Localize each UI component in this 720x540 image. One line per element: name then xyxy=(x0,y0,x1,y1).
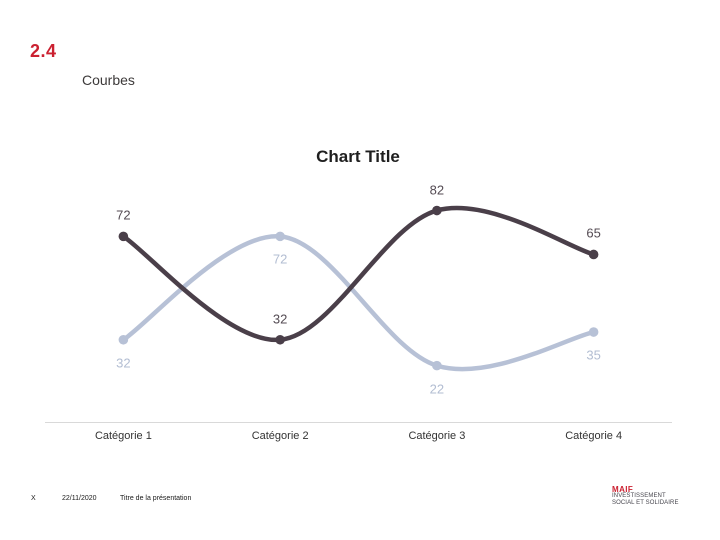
section-number: 2.4 xyxy=(30,41,57,61)
category-label: Catégorie 2 xyxy=(251,430,309,442)
maif-logo: MAIF INVESTISSEMENT SOCIAL ET SOLIDAIRE xyxy=(612,486,679,507)
data-label-dark: 32 xyxy=(272,311,288,327)
data-point-marker-dark xyxy=(588,249,599,260)
data-point-marker-dark xyxy=(118,231,129,242)
data-point-marker-light xyxy=(118,334,129,345)
data-label-light: 32 xyxy=(116,355,131,371)
data-label-light: 35 xyxy=(586,347,601,363)
data-point-marker-dark xyxy=(275,334,285,345)
footer-slide-number: X xyxy=(31,495,36,502)
footer-presentation-title: Titre de la présentation xyxy=(120,495,192,502)
maif-logo-brand: MAIF xyxy=(612,485,634,494)
footer-date: 22/11/2020 xyxy=(62,495,97,502)
data-point-marker-light xyxy=(275,231,285,242)
category-label: Catégorie 4 xyxy=(565,430,623,442)
section-title: Courbes xyxy=(82,72,135,88)
data-label-light: 72 xyxy=(272,251,288,267)
category-label: Catégorie 3 xyxy=(408,430,466,442)
data-label-dark: 82 xyxy=(429,182,445,198)
data-point-marker-light xyxy=(432,360,442,371)
data-label-dark: 72 xyxy=(116,207,131,223)
data-label-dark: 65 xyxy=(586,225,601,241)
category-label: Catégorie 1 xyxy=(94,430,152,442)
data-point-marker-light xyxy=(588,327,599,337)
data-label-light: 22 xyxy=(429,381,445,397)
series-line-light xyxy=(121,234,596,372)
data-point-marker-dark xyxy=(432,205,442,216)
maif-logo-tagline-2: SOCIAL ET SOLIDAIRE xyxy=(612,500,679,506)
maif-logo-tagline-1: INVESTISSEMENT xyxy=(612,493,666,499)
series-line-dark xyxy=(121,205,596,343)
chart-title: Chart Title xyxy=(316,147,400,166)
